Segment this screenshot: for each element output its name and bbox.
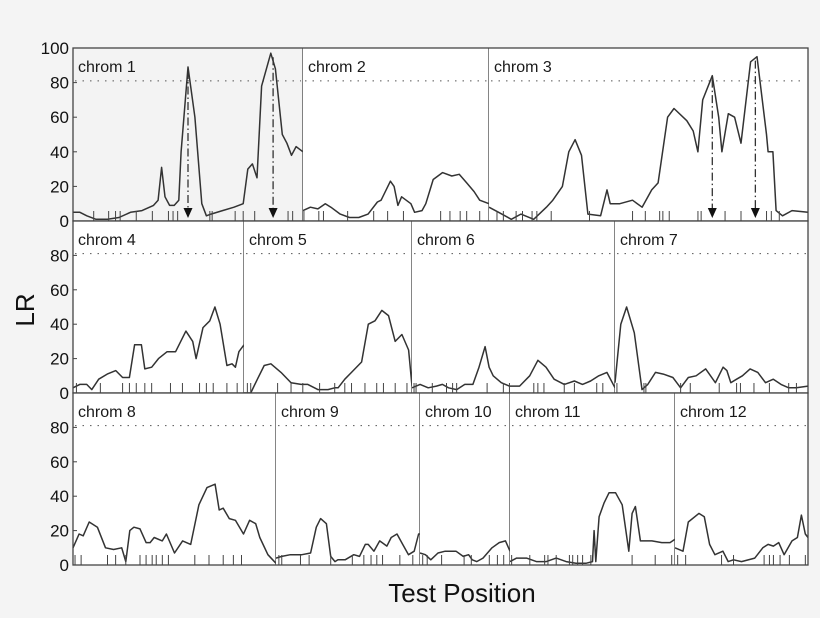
- panel-background: [276, 393, 420, 565]
- panel-row-2: chrom 4 chrom 5 chrom 6 chrom 7: [72, 220, 809, 394]
- lr-curve: [244, 309, 413, 394]
- panel-chrom-2: chrom 2: [302, 48, 490, 221]
- y-tick-label: 20: [50, 350, 69, 369]
- lr-curve: [275, 517, 420, 563]
- panel-label: chrom 8: [78, 404, 136, 421]
- panel-background: [412, 221, 615, 393]
- lr-curve: [72, 306, 245, 391]
- lr-curve: [411, 345, 616, 391]
- y-tick-label: 20: [50, 177, 69, 196]
- lr-curve: [674, 512, 809, 563]
- lr-curve: [488, 55, 809, 221]
- y-tick-label: 0: [60, 384, 69, 403]
- y-tick-label: 80: [50, 74, 69, 93]
- panel-label: chrom 10: [425, 404, 492, 421]
- panel-chrom-7: chrom 7: [614, 221, 809, 393]
- panel-label: chrom 7: [620, 232, 678, 249]
- y-tick-label: 40: [50, 487, 69, 506]
- panel-background: [510, 393, 675, 565]
- y-tick-label: 0: [60, 556, 69, 575]
- lr-curve: [72, 483, 277, 564]
- y-tick-label: 60: [50, 108, 69, 127]
- panel-chrom-10: chrom 10: [419, 393, 511, 565]
- y-tick-label: 60: [50, 453, 69, 472]
- panel-background: [675, 393, 808, 565]
- panel-chrom-6: chrom 6: [411, 221, 616, 393]
- panel-chrom-1: chrom 1: [73, 48, 304, 221]
- panel-chrom-9: chrom 9: [275, 393, 421, 565]
- y-tick-label: 100: [41, 39, 69, 58]
- x-axis-label: Test Position: [388, 578, 535, 608]
- panel-chrom-4: chrom 4: [72, 221, 245, 393]
- panel-chrom-11: chrom 11: [509, 393, 676, 565]
- panel-chrom-3: chrom 3: [488, 48, 809, 221]
- lr-curve: [419, 540, 511, 563]
- panel-label: chrom 4: [78, 232, 136, 249]
- panel-label: chrom 2: [308, 59, 366, 76]
- panel-label: chrom 6: [417, 232, 475, 249]
- y-tick-label: 80: [50, 418, 69, 437]
- panel-label: chrom 5: [249, 232, 307, 249]
- panel-chrom-12: chrom 12: [674, 393, 809, 565]
- panel-chrom-5: chrom 5: [244, 221, 413, 394]
- y-tick-label: 60: [50, 281, 69, 300]
- panel-background: [420, 393, 510, 565]
- panel-label: chrom 11: [515, 404, 581, 421]
- row-frame: [72, 392, 809, 566]
- y-tick-label: 80: [50, 246, 69, 265]
- panel-label: chrom 1: [78, 59, 136, 76]
- y-axis-label: LR: [10, 293, 40, 326]
- down-arrow-icon: [268, 208, 278, 218]
- y-tick-label: 40: [50, 315, 69, 334]
- panel-row-1: chrom 1 chrom 2 chrom 3: [72, 47, 809, 222]
- y-tick-label: 0: [60, 212, 69, 231]
- panel-row-3: chrom 8 chrom 9 chrom 10 chrom 11 chrom 12: [72, 392, 809, 566]
- down-arrow-icon: [750, 208, 760, 218]
- lr-curve: [73, 52, 304, 221]
- y-tick-label: 20: [50, 522, 69, 541]
- panel-label: chrom 12: [680, 404, 747, 421]
- panel-chrom-8: chrom 8: [72, 393, 277, 565]
- down-arrow-icon: [707, 208, 717, 218]
- panel-label: chrom 3: [494, 59, 552, 76]
- panel-background: [615, 221, 808, 393]
- panel-label: chrom 9: [281, 404, 339, 421]
- lr-curve: [302, 171, 490, 219]
- down-arrow-icon: [183, 208, 193, 218]
- y-axis: 0 20 40 60 80 100 0 20 40 60 80 0 20 40 60 80: [41, 39, 77, 575]
- y-tick-label: 40: [50, 143, 69, 162]
- panel-background: [73, 393, 276, 565]
